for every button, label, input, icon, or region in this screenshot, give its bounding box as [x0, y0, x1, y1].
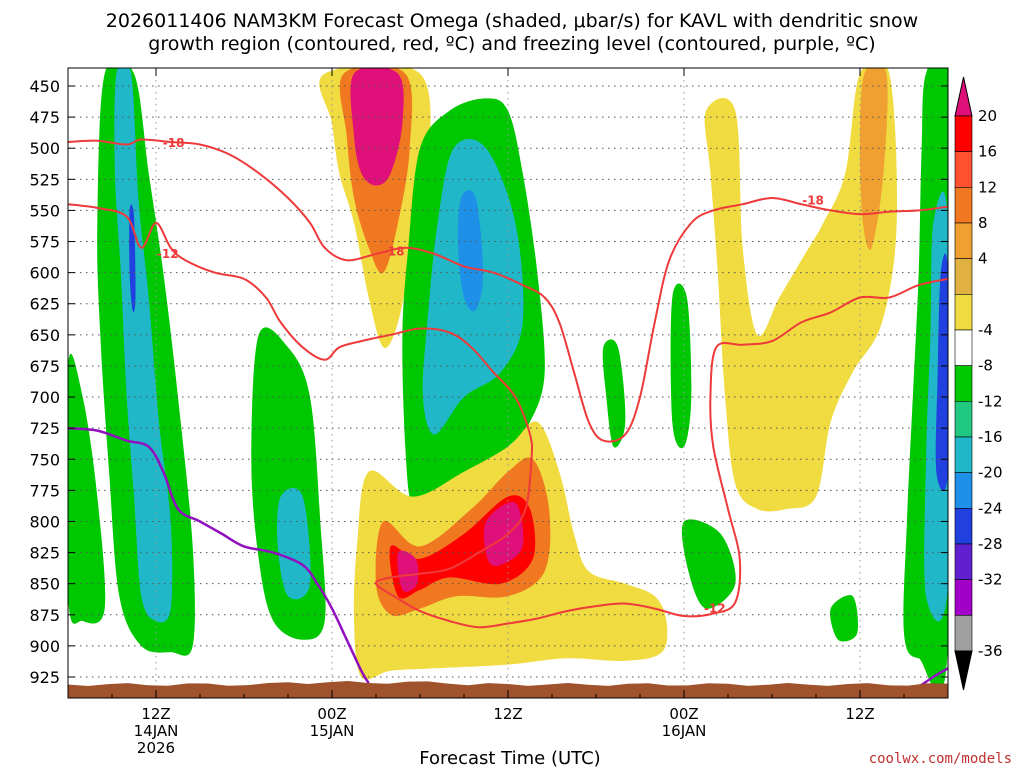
colorbar-swatch-8: [954, 401, 973, 438]
x-tick-label-60: 12Z: [845, 705, 874, 723]
y-tick-label-575: 575: [29, 233, 60, 252]
colorbar-swatch-13: [954, 579, 973, 616]
y-tick-label-775: 775: [29, 481, 60, 500]
y-tick-label-625: 625: [29, 295, 60, 314]
colorbar-swatch-14: [954, 615, 973, 652]
y-tick-label-700: 700: [29, 388, 60, 407]
omega-area-orange-right: [859, 68, 888, 250]
y-tick-label-850: 850: [29, 575, 60, 594]
colorbar-swatch-4: [954, 258, 973, 295]
x-tick-date-48: 16JAN: [662, 722, 707, 740]
colorbar-label-1: 16: [978, 143, 997, 161]
x-axis-label: Forecast Time (UTC): [419, 748, 600, 768]
omega-area-cyan-middle: [277, 487, 311, 600]
contour-labels: -18 -12 -18 -18 -12: [157, 136, 824, 615]
red-contour-0: [68, 138, 948, 443]
terrain-surface: [68, 681, 948, 698]
y-tick-label-450: 450: [29, 77, 60, 96]
omega-area-magenta-upper: [350, 68, 404, 186]
y-tick-label-650: 650: [29, 326, 60, 345]
colorbar-bottom-arrow: [954, 650, 973, 691]
colorbar-label-2: 12: [978, 178, 997, 196]
colorbar-label-13: -36: [978, 642, 1003, 660]
colorbar-label-7: -12: [978, 392, 1003, 410]
x-tick-date-12: 14JAN: [134, 722, 179, 740]
omega-area-green-small-3: [830, 595, 859, 642]
colorbar-swatch-12: [954, 543, 973, 580]
colorbar-label-3: 8: [978, 214, 988, 232]
y-tick-label-825: 825: [29, 544, 60, 563]
omega-shading: [68, 68, 948, 698]
colorbar-swatch-2: [954, 187, 973, 224]
contour-label-0: -18: [163, 136, 185, 150]
contour-label-4: -12: [704, 602, 726, 616]
x-tick-label-48: 00Z: [669, 705, 698, 723]
terrain-fill: [68, 681, 948, 698]
red-contour-1: [68, 203, 948, 629]
colorbar-label-6: -8: [978, 357, 993, 375]
chart-title-line2: growth region (contoured, red, ºC) and f…: [148, 33, 875, 55]
omega-area-blue-right: [935, 253, 948, 491]
colorbar-swatch-0: [954, 115, 973, 152]
x-tick-date-24: 15JAN: [310, 722, 355, 740]
y-tick-label-500: 500: [29, 139, 60, 158]
x-tick-year-12: 2026: [137, 739, 175, 757]
colorbar-label-10: -24: [978, 499, 1003, 517]
omega-area-green-lower-left: [68, 353, 106, 624]
x-tick-label-36: 12Z: [493, 705, 522, 723]
x-tick-label-12: 12Z: [141, 705, 170, 723]
colorbar-swatch-6: [954, 329, 973, 366]
omega-area-red-lower: [483, 502, 524, 566]
colorbar-swatch-5: [954, 294, 973, 331]
colorbar-top-arrow: [954, 76, 973, 117]
x-tick-label-24: 00Z: [317, 705, 346, 723]
omega-area-green-small-2: [602, 339, 626, 448]
credit-text: coolwx.com/models: [869, 751, 1012, 767]
purple-contour-0: [68, 426, 370, 684]
y-tick-label-600: 600: [29, 264, 60, 283]
colorbar-label-12: -32: [978, 571, 1003, 589]
colorbar-swatch-1: [954, 151, 973, 188]
chart-title-line1: 2026011406 NAM3KM Forecast Omega (shaded…: [106, 10, 918, 32]
colorbar-swatch-9: [954, 436, 973, 473]
y-tick-label-925: 925: [29, 668, 60, 687]
colorbar-label-5: -4: [978, 321, 993, 339]
colorbar-label-4: 4: [978, 250, 988, 268]
contour-label-3: -18: [802, 193, 824, 207]
omega-area-red-lower-2: [397, 550, 419, 592]
colorbar-swatch-7: [954, 365, 973, 402]
omega-area-green-small-4: [681, 519, 736, 609]
colorbar-label-8: -16: [978, 428, 1003, 446]
y-tick-label-675: 675: [29, 357, 60, 376]
colorbar-label-0: 20: [978, 107, 997, 125]
y-tick-label-550: 550: [29, 201, 60, 220]
colorbar-swatch-10: [954, 472, 973, 509]
y-tick-label-725: 725: [29, 419, 60, 438]
y-tick-label-475: 475: [29, 108, 60, 127]
colorbar-swatch-3: [954, 222, 973, 259]
colorbar-label-11: -28: [978, 535, 1003, 553]
colorbar-label-9: -20: [978, 464, 1003, 482]
omega-area-cyan-tower-left: [114, 68, 173, 623]
contour-label-2: -18: [383, 244, 405, 258]
y-tick-label-900: 900: [29, 637, 60, 656]
contour-label-1: -12: [157, 247, 179, 261]
grid-lines: [68, 68, 948, 698]
omega-area-blue-tongue: [457, 190, 484, 312]
y-axis: 450 475 500 525 550 575 600 625 650 675 700 725 750 7…: [29, 77, 948, 687]
y-tick-label-800: 800: [29, 512, 60, 531]
colorbar-swatch-11: [954, 508, 973, 545]
colorbar: 20 16 12 8 4 -4 -8 -12 -16 -20 -24 -28 -32 -36: [954, 76, 1003, 691]
y-tick-label-875: 875: [29, 606, 60, 625]
y-tick-label-750: 750: [29, 450, 60, 469]
y-tick-label-525: 525: [29, 170, 60, 189]
